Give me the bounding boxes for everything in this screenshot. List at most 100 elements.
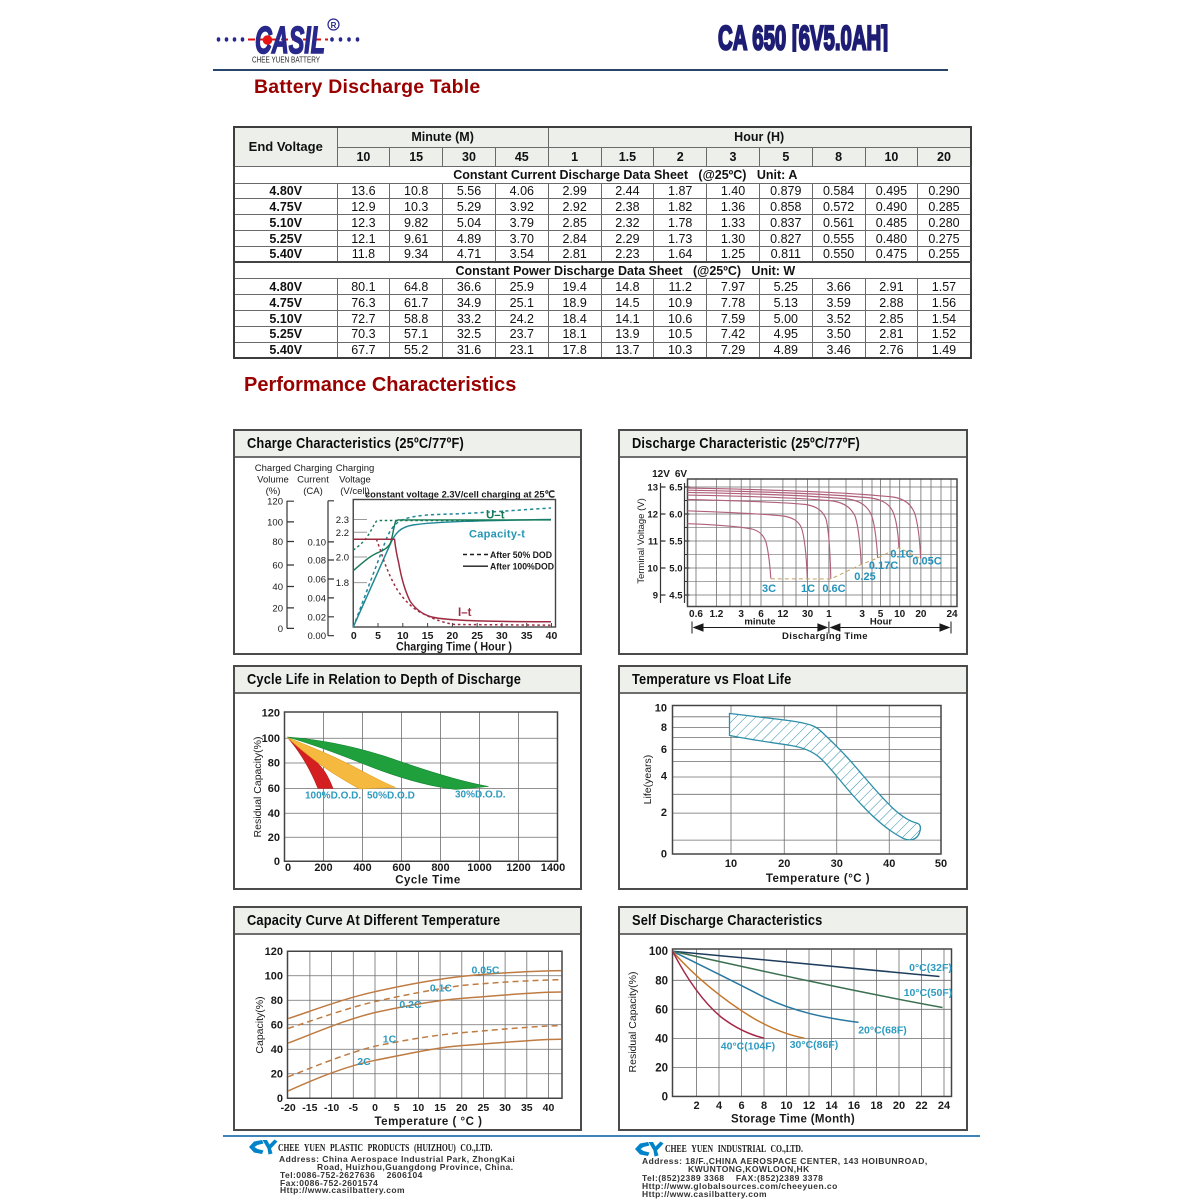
svg-text:8: 8 — [761, 1100, 767, 1112]
svg-text:100: 100 — [267, 517, 283, 528]
svg-text:0.06: 0.06 — [308, 575, 327, 586]
svg-text:0.17C: 0.17C — [869, 560, 898, 572]
svg-text:1C: 1C — [383, 1034, 397, 1046]
svg-text:-20: -20 — [281, 1102, 296, 1114]
svg-text:13: 13 — [647, 482, 658, 493]
svg-text:0: 0 — [661, 849, 667, 861]
svg-text:40: 40 — [543, 1102, 555, 1114]
svg-text:20: 20 — [272, 603, 283, 614]
svg-text:2.0: 2.0 — [336, 553, 349, 564]
svg-text:120: 120 — [265, 946, 283, 958]
svg-text:20°C(68F): 20°C(68F) — [858, 1025, 907, 1037]
svg-text:1400: 1400 — [541, 862, 565, 874]
svg-text:12V: 12V — [652, 469, 670, 480]
svg-text:60: 60 — [271, 1020, 283, 1032]
svg-text:4.5: 4.5 — [669, 590, 683, 601]
svg-text:100: 100 — [265, 971, 283, 983]
svg-text:0.25: 0.25 — [854, 571, 875, 583]
svg-text:constant voltage 2.3V/cell cha: constant voltage 2.3V/cell charging at 2… — [365, 490, 555, 501]
svg-text:Residual Capacity(%): Residual Capacity(%) — [252, 737, 264, 838]
svg-text:Capacity(%): Capacity(%) — [254, 996, 266, 1053]
svg-text:40°C(104F): 40°C(104F) — [721, 1041, 775, 1053]
svg-text:60: 60 — [268, 783, 280, 795]
svg-text:100%D.O.D.: 100%D.O.D. — [305, 791, 361, 802]
svg-text:200: 200 — [314, 862, 332, 874]
svg-text:5: 5 — [394, 1102, 400, 1114]
svg-text:0: 0 — [274, 856, 280, 868]
svg-text:30%D.O.D.: 30%D.O.D. — [455, 790, 506, 801]
svg-text:100: 100 — [262, 733, 280, 745]
svg-text:15: 15 — [422, 630, 434, 642]
svg-text:Charged: Charged — [255, 463, 291, 474]
svg-text:5: 5 — [375, 630, 381, 642]
svg-text:60: 60 — [272, 561, 283, 572]
svg-text:Terminal Voltage (V): Terminal Voltage (V) — [636, 498, 647, 584]
svg-text:24: 24 — [946, 609, 958, 620]
svg-text:35: 35 — [521, 1102, 533, 1114]
svg-text:1: 1 — [826, 609, 832, 620]
svg-text:-15: -15 — [302, 1102, 317, 1114]
svg-text:6: 6 — [661, 744, 667, 756]
svg-text:16: 16 — [848, 1100, 860, 1112]
svg-text:2: 2 — [693, 1100, 699, 1112]
svg-text:Residual Capacity(%): Residual Capacity(%) — [627, 972, 639, 1073]
svg-text:(CA): (CA) — [303, 486, 323, 497]
svg-text:After 100%DOD: After 100%DOD — [490, 562, 554, 573]
svg-text:Discharging Time: Discharging Time — [782, 631, 868, 642]
svg-text:CHEE YUEN BATTERY: CHEE YUEN BATTERY — [252, 55, 320, 65]
svg-text:Charging: Charging — [294, 463, 333, 474]
svg-text:Storage Time (Month): Storage Time (Month) — [731, 1114, 855, 1126]
svg-text:10: 10 — [655, 703, 667, 715]
svg-text:0.05C: 0.05C — [912, 556, 941, 568]
svg-text:120: 120 — [267, 497, 283, 508]
svg-text:5: 5 — [878, 609, 884, 620]
svg-text:2.3: 2.3 — [336, 515, 349, 526]
svg-text:30: 30 — [499, 1102, 511, 1114]
svg-text:30: 30 — [802, 609, 814, 620]
svg-text:20: 20 — [915, 609, 927, 620]
svg-text:0.05C: 0.05C — [471, 965, 499, 977]
svg-text:10: 10 — [725, 858, 737, 870]
svg-text:80: 80 — [271, 995, 283, 1007]
svg-text:40: 40 — [268, 808, 280, 820]
svg-text:20: 20 — [268, 832, 280, 844]
svg-text:0.6C: 0.6C — [822, 583, 845, 595]
svg-text:40: 40 — [272, 582, 283, 593]
svg-text:11: 11 — [648, 536, 659, 547]
svg-text:10: 10 — [647, 563, 658, 574]
svg-text:Volume: Volume — [257, 475, 289, 486]
svg-text:0: 0 — [662, 1092, 668, 1104]
svg-text:80: 80 — [655, 975, 668, 987]
svg-text:4: 4 — [716, 1100, 723, 1112]
svg-text:80: 80 — [272, 537, 283, 548]
svg-text:0.00: 0.00 — [308, 631, 327, 642]
svg-text:10: 10 — [397, 630, 409, 642]
svg-text:1000: 1000 — [467, 862, 491, 874]
svg-text:30: 30 — [831, 858, 843, 870]
svg-text:0: 0 — [351, 630, 357, 642]
svg-text:Life(years): Life(years) — [642, 755, 654, 805]
svg-text:80: 80 — [268, 758, 280, 770]
svg-text:4: 4 — [661, 771, 668, 783]
svg-text:12: 12 — [647, 509, 658, 520]
svg-text:0.02: 0.02 — [308, 612, 327, 623]
svg-text:35: 35 — [521, 630, 533, 642]
svg-text:25: 25 — [471, 630, 483, 642]
svg-text:CA 650 [6V5.0AH]: CA 650 [6V5.0AH] — [718, 24, 888, 52]
svg-text:24: 24 — [938, 1100, 951, 1112]
svg-text:2: 2 — [661, 807, 667, 819]
svg-text:100: 100 — [649, 946, 668, 958]
svg-text:40: 40 — [271, 1044, 283, 1056]
svg-text:0.10: 0.10 — [308, 537, 327, 548]
svg-text:14: 14 — [825, 1100, 838, 1112]
svg-text:40: 40 — [883, 858, 895, 870]
svg-text:Capacity-t: Capacity-t — [469, 529, 525, 541]
svg-text:0: 0 — [285, 862, 291, 874]
svg-text:(V/cell): (V/cell) — [340, 486, 370, 497]
svg-text:6V: 6V — [675, 469, 688, 480]
svg-text:12: 12 — [777, 609, 789, 620]
svg-text:6.5: 6.5 — [669, 482, 683, 493]
svg-text:10°C(50F): 10°C(50F) — [904, 987, 953, 999]
svg-text:0.1C: 0.1C — [890, 549, 913, 561]
svg-text:10: 10 — [413, 1102, 425, 1114]
